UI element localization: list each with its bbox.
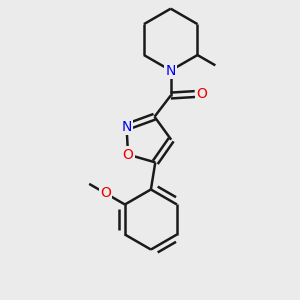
Text: O: O (100, 186, 111, 200)
Text: O: O (123, 148, 134, 162)
Text: N: N (166, 64, 176, 77)
Text: N: N (122, 120, 132, 134)
Text: O: O (196, 87, 207, 101)
